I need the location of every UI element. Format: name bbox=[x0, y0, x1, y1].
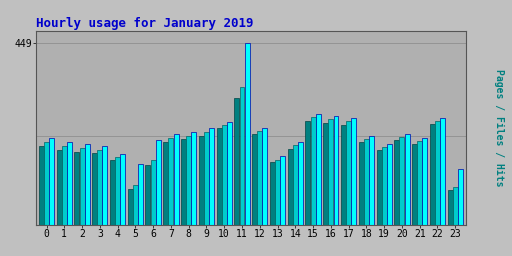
Bar bbox=[394, 140, 399, 225]
Bar bbox=[341, 125, 346, 225]
Bar bbox=[110, 160, 115, 225]
Bar bbox=[186, 136, 191, 225]
Bar bbox=[404, 134, 410, 225]
Bar bbox=[92, 153, 97, 225]
Bar bbox=[346, 121, 351, 225]
Bar bbox=[328, 119, 333, 225]
Bar bbox=[181, 139, 186, 225]
Bar bbox=[120, 154, 125, 225]
Bar bbox=[333, 116, 338, 225]
Bar bbox=[127, 189, 133, 225]
Bar bbox=[234, 98, 239, 225]
Bar bbox=[364, 139, 369, 225]
Bar bbox=[440, 118, 445, 225]
Bar bbox=[191, 132, 196, 225]
Bar bbox=[359, 142, 364, 225]
Bar bbox=[263, 128, 267, 225]
Bar bbox=[453, 187, 458, 225]
Bar bbox=[458, 168, 463, 225]
Bar bbox=[133, 185, 138, 225]
Bar bbox=[245, 43, 250, 225]
Bar bbox=[298, 142, 303, 225]
Bar bbox=[270, 163, 275, 225]
Bar bbox=[168, 138, 174, 225]
Bar bbox=[240, 88, 245, 225]
Bar bbox=[204, 132, 209, 225]
Bar bbox=[412, 144, 417, 225]
Bar bbox=[227, 122, 232, 225]
Bar bbox=[311, 117, 315, 225]
Bar bbox=[381, 147, 387, 225]
Bar bbox=[199, 136, 204, 225]
Bar bbox=[306, 121, 310, 225]
Bar bbox=[44, 142, 49, 225]
Bar bbox=[209, 128, 214, 225]
Bar bbox=[288, 149, 293, 225]
Bar bbox=[151, 161, 156, 225]
Bar bbox=[57, 150, 61, 225]
Text: Pages / Files / Hits: Pages / Files / Hits bbox=[494, 69, 504, 187]
Bar bbox=[257, 131, 262, 225]
Bar bbox=[280, 156, 285, 225]
Bar bbox=[217, 128, 222, 225]
Text: Hourly usage for January 2019: Hourly usage for January 2019 bbox=[36, 17, 253, 29]
Bar bbox=[351, 118, 356, 225]
Bar bbox=[435, 121, 440, 225]
Bar bbox=[387, 144, 392, 225]
Bar bbox=[138, 165, 143, 225]
Bar bbox=[376, 150, 381, 225]
Bar bbox=[145, 165, 151, 225]
Bar bbox=[163, 142, 168, 225]
Bar bbox=[67, 142, 72, 225]
Bar bbox=[115, 157, 120, 225]
Bar bbox=[369, 136, 374, 225]
Bar bbox=[422, 138, 428, 225]
Bar bbox=[316, 114, 321, 225]
Bar bbox=[275, 160, 280, 225]
Bar bbox=[447, 190, 453, 225]
Bar bbox=[174, 134, 179, 225]
Bar bbox=[222, 125, 227, 225]
Bar bbox=[49, 138, 54, 225]
Bar bbox=[74, 152, 79, 225]
Bar bbox=[252, 134, 257, 225]
Bar bbox=[399, 137, 404, 225]
Bar bbox=[323, 123, 328, 225]
Bar bbox=[62, 146, 67, 225]
Bar bbox=[97, 150, 102, 225]
Bar bbox=[417, 141, 422, 225]
Bar bbox=[84, 144, 90, 225]
Bar bbox=[102, 146, 108, 225]
Bar bbox=[156, 140, 161, 225]
Bar bbox=[430, 124, 435, 225]
Bar bbox=[39, 146, 44, 225]
Bar bbox=[293, 145, 298, 225]
Bar bbox=[79, 148, 84, 225]
